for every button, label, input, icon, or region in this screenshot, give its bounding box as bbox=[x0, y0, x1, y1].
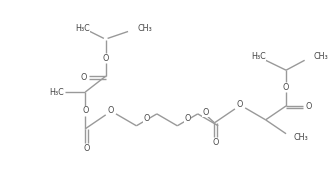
Text: O: O bbox=[83, 144, 90, 153]
Text: O: O bbox=[236, 100, 243, 109]
Text: CH₃: CH₃ bbox=[137, 24, 152, 33]
Text: O: O bbox=[103, 54, 109, 63]
Text: H₃C: H₃C bbox=[49, 87, 64, 97]
Text: O: O bbox=[283, 83, 289, 92]
Text: O: O bbox=[202, 108, 209, 117]
Text: O: O bbox=[212, 138, 218, 147]
Text: O: O bbox=[143, 114, 150, 123]
Text: H₃C: H₃C bbox=[75, 24, 90, 33]
Text: O: O bbox=[305, 102, 312, 111]
Text: O: O bbox=[107, 106, 113, 115]
Text: CH₃: CH₃ bbox=[314, 52, 328, 61]
Text: O: O bbox=[82, 106, 89, 115]
Text: O: O bbox=[80, 73, 87, 82]
Text: O: O bbox=[184, 114, 191, 123]
Text: H₃C: H₃C bbox=[251, 52, 266, 61]
Text: CH₃: CH₃ bbox=[294, 133, 308, 142]
